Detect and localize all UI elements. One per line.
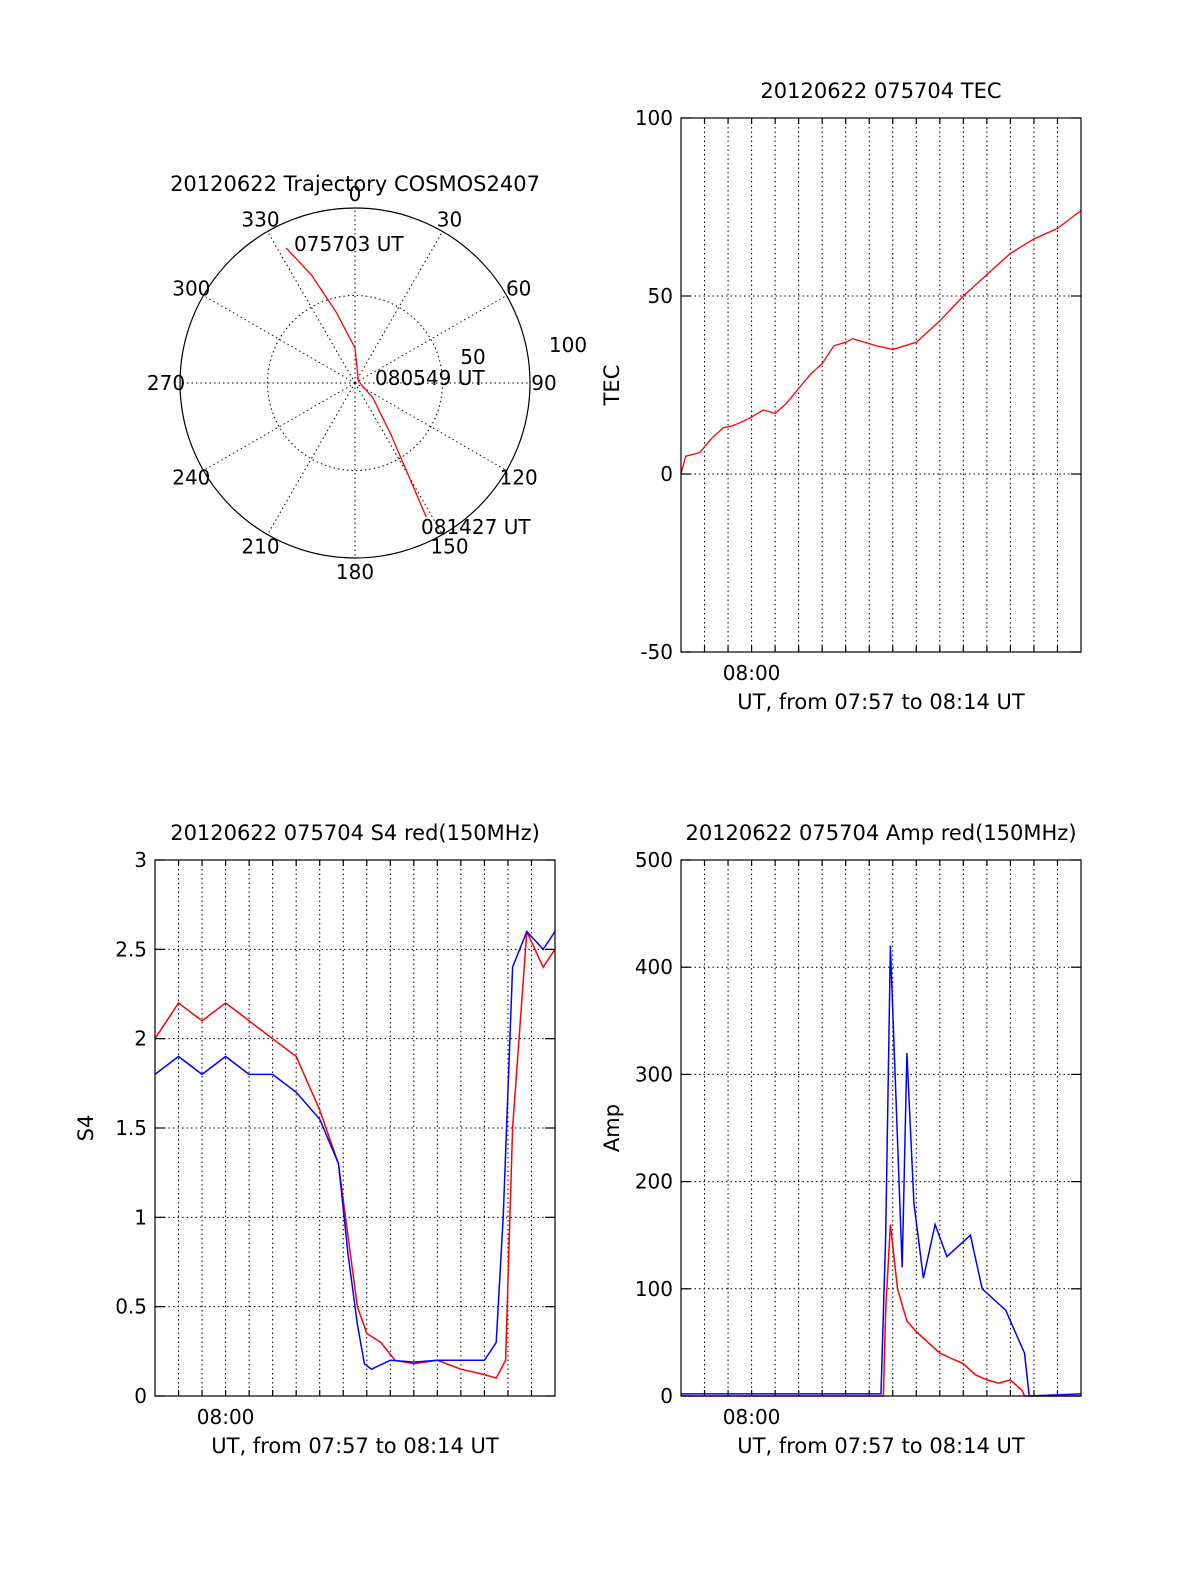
plot-frame <box>680 859 1082 1397</box>
x-axis-label: UT, from 07:57 to 08:14 UT <box>737 1434 1025 1458</box>
polar-spoke <box>267 382 356 535</box>
polar-azimuth-label: 270 <box>147 371 185 395</box>
y-tick-label: 50 <box>648 284 673 308</box>
y-axis-label: S4 <box>74 1115 98 1142</box>
x-tick-label: 08:00 <box>723 661 781 685</box>
trajectory-mid-label: 080549 UT <box>375 366 485 390</box>
x-tick-label: 08:00 <box>197 1405 255 1429</box>
y-tick-label: 3 <box>134 848 147 872</box>
series-line <box>680 210 1082 475</box>
y-tick-label: -50 <box>640 640 673 664</box>
chart-title: 20120622 075704 S4 red(150MHz) <box>170 821 540 845</box>
y-tick-label: 2.5 <box>115 937 147 961</box>
series-line <box>154 930 556 1371</box>
y-tick-label: 0 <box>660 1384 673 1408</box>
y-axis-label: Amp <box>600 1104 624 1152</box>
polar-spoke <box>203 382 356 471</box>
trajectory-end-label: 081427 UT <box>421 515 531 539</box>
x-tick-label: 08:00 <box>723 1405 781 1429</box>
y-tick-label: 500 <box>635 848 673 872</box>
polar-azimuth-label: 330 <box>241 207 279 231</box>
tec-chart: 100 50 0 -50 20120622 075704 TEC 08:00 UT, fro… <box>600 79 1082 714</box>
series-line <box>681 1224 1081 1397</box>
polar-azimuth-label: 0 <box>349 182 362 206</box>
polar-radial-label: 50 <box>460 345 485 369</box>
polar-azimuth-label: 30 <box>437 207 462 231</box>
polar-title: 20120622 Trajectory COSMOS2407 <box>170 172 540 196</box>
y-tick-label: 200 <box>635 1170 673 1194</box>
chart-title: 20120622 075704 Amp red(150MHz) <box>685 821 1076 845</box>
polar-azimuth-label: 90 <box>531 371 556 395</box>
y-tick-label: 0 <box>134 1384 147 1408</box>
chart-title: 20120622 075704 TEC <box>760 79 1001 103</box>
polar-azimuth-label: 150 <box>430 535 468 559</box>
y-tick-label: 0.5 <box>115 1295 147 1319</box>
polar-radial-label: 100 <box>549 333 587 357</box>
amp-chart: 500 400 300 200 100 0 20120622 075704 Amp red(… <box>600 821 1082 1458</box>
y-axis-label: TEC <box>600 365 624 407</box>
s4-chart: 3 2.5 2 1.5 1 0.5 0 20120622 075704 S4 red(150M… <box>74 821 556 1458</box>
y-tick-label: 0 <box>660 462 673 486</box>
x-axis-label: UT, from 07:57 to 08:14 UT <box>737 690 1025 714</box>
y-tick-label: 2 <box>134 1027 147 1051</box>
trajectory-line <box>285 247 427 518</box>
plot-frame <box>680 117 1082 653</box>
y-tick-label: 100 <box>635 1277 673 1301</box>
x-axis-label: UT, from 07:57 to 08:14 UT <box>211 1434 499 1458</box>
polar-inner-ring <box>267 295 443 471</box>
series-line <box>681 945 1082 1397</box>
polar-azimuth-label: 210 <box>241 535 279 559</box>
polar-azimuth-label: 180 <box>336 560 374 584</box>
polar-azimuth-label: 60 <box>506 277 531 301</box>
y-tick-label: 300 <box>635 1062 673 1086</box>
polar-outer-ring <box>179 207 531 559</box>
y-tick-label: 1 <box>134 1205 147 1229</box>
plot-frame <box>154 859 556 1397</box>
y-tick-label: 100 <box>635 106 673 130</box>
y-tick-label: 400 <box>635 955 673 979</box>
polar-azimuth-label: 120 <box>500 466 538 490</box>
trajectory-start-label: 075703 UT <box>294 232 404 256</box>
polar-azimuth-label: 240 <box>172 466 210 490</box>
series-line <box>154 931 556 1379</box>
y-tick-label: 1.5 <box>115 1116 147 1140</box>
polar-azimuth-label: 300 <box>172 277 210 301</box>
